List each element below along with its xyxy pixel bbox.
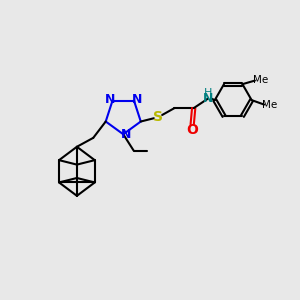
Text: S: S bbox=[153, 110, 163, 124]
Text: N: N bbox=[121, 128, 131, 141]
Text: H: H bbox=[204, 88, 212, 98]
Text: N: N bbox=[203, 92, 213, 104]
Text: Me: Me bbox=[262, 100, 278, 110]
Text: N: N bbox=[132, 93, 142, 106]
Text: Me: Me bbox=[253, 75, 268, 85]
Text: O: O bbox=[186, 122, 198, 136]
Text: N: N bbox=[105, 93, 115, 106]
